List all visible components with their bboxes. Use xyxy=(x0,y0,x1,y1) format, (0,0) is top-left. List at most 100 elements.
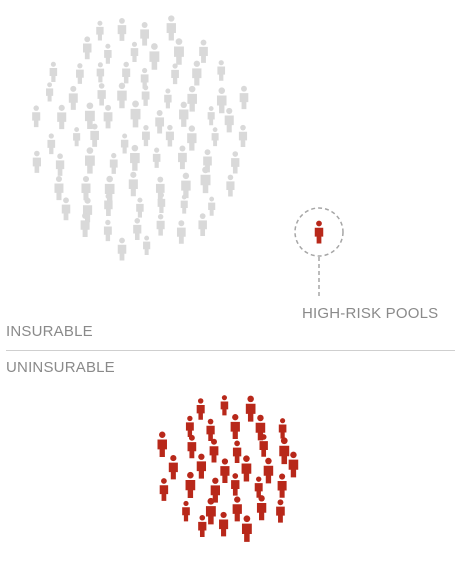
insurable-person-icon xyxy=(140,22,150,46)
uninsurable-person-icon xyxy=(196,398,205,420)
uninsurable-person-icon xyxy=(256,495,267,521)
uninsurable-person-icon xyxy=(278,418,287,439)
high-risk-pools-label: HIGH-RISK POOLS xyxy=(302,305,439,322)
insurable-person-icon xyxy=(49,61,58,82)
insurable-person-icon xyxy=(226,174,235,197)
insurability-divider xyxy=(6,350,455,351)
insurable-person-icon xyxy=(208,196,216,216)
uninsurable-person-icon xyxy=(254,476,263,498)
uninsurable-crowd xyxy=(157,395,299,542)
insurable-crowd xyxy=(32,15,249,261)
high-risk-person xyxy=(314,220,324,244)
insurable-person-icon xyxy=(224,107,234,133)
insurable-person-icon xyxy=(120,133,129,154)
insurable-label: INSURABLE xyxy=(6,323,93,340)
insurable-person-icon xyxy=(181,172,191,199)
uninsurable-person-icon xyxy=(198,514,207,538)
insurable-person-icon xyxy=(198,213,207,237)
insurable-person-icon xyxy=(187,85,197,112)
uninsurable-person-icon xyxy=(276,499,285,523)
uninsurable-person-icon xyxy=(288,451,299,478)
insurable-person-icon xyxy=(117,82,127,109)
insurable-person-icon xyxy=(128,171,138,197)
insurable-person-icon xyxy=(85,147,95,174)
insurable-person-icon xyxy=(68,85,78,110)
uninsurable-person-icon xyxy=(230,414,240,439)
insurable-person-icon xyxy=(130,41,139,63)
insurable-person-icon xyxy=(117,18,127,41)
insurable-person-icon xyxy=(81,175,91,201)
uninsurable-person-icon xyxy=(279,437,290,465)
insurable-person-icon xyxy=(166,15,176,41)
insurable-person-icon xyxy=(211,127,219,147)
insurable-person-icon xyxy=(122,61,131,84)
insurable-person-icon xyxy=(143,235,151,255)
uninsurable-person-icon xyxy=(231,473,240,496)
insurable-person-icon xyxy=(103,104,113,129)
insurable-person-icon xyxy=(217,60,226,81)
insurable-person-icon xyxy=(178,145,187,170)
insurable-person-icon xyxy=(130,100,141,128)
insurable-person-icon xyxy=(32,150,41,173)
insurable-person-icon xyxy=(176,220,186,244)
uninsurable-person-icon xyxy=(206,418,215,441)
insurable-person-icon xyxy=(155,109,165,134)
insurable-person-icon xyxy=(47,133,56,155)
insurable-person-icon xyxy=(97,83,106,106)
insurable-person-icon xyxy=(76,63,84,84)
uninsurable-person-icon xyxy=(209,438,219,463)
insurable-person-icon xyxy=(133,218,142,241)
uninsurable-person-icon xyxy=(232,496,242,522)
insurable-person-icon xyxy=(46,82,54,102)
uninsurable-person-icon xyxy=(220,395,229,416)
insurable-person-icon xyxy=(57,104,67,130)
insurable-person-icon xyxy=(73,127,81,147)
insurable-person-icon xyxy=(149,43,160,70)
uninsurable-person-icon xyxy=(241,515,252,542)
uninsurable-person-icon xyxy=(219,511,229,537)
uninsurable-person-icon xyxy=(182,500,190,522)
insurable-person-icon xyxy=(239,85,249,110)
insurable-person-icon xyxy=(238,124,248,147)
insurable-person-icon xyxy=(54,175,64,201)
insurable-person-icon xyxy=(136,197,144,218)
insurable-person-icon xyxy=(152,147,161,168)
uninsurable-person-icon xyxy=(168,455,178,480)
insurable-person-icon xyxy=(207,106,215,126)
insurable-person-icon xyxy=(187,125,197,151)
insurable-person-icon xyxy=(55,153,65,176)
insurable-person-icon xyxy=(117,237,127,261)
insurable-person-icon xyxy=(96,20,104,41)
uninsurable-person-icon xyxy=(185,415,194,437)
uninsurable-person-icon xyxy=(159,478,169,501)
high-risk-pool-ring xyxy=(294,207,344,257)
insurable-person-icon xyxy=(164,88,172,109)
insurable-person-icon xyxy=(104,43,112,64)
insurable-person-icon xyxy=(192,60,202,86)
uninsurable-label: UNINSURABLE xyxy=(6,359,115,376)
insurable-person-icon xyxy=(231,151,240,174)
insurable-person-icon xyxy=(61,197,71,221)
uninsurable-person-icon xyxy=(241,455,252,482)
uninsurable-person-icon xyxy=(157,431,167,457)
insurable-person-icon xyxy=(32,105,41,128)
uninsurable-person-icon xyxy=(263,457,274,484)
uninsurable-person-icon xyxy=(245,395,256,422)
uninsurable-person-icon xyxy=(185,471,196,498)
insurable-person-icon xyxy=(156,214,165,236)
uninsurable-person-icon xyxy=(232,440,242,464)
insurable-person-icon xyxy=(216,87,227,114)
insurable-person-icon xyxy=(179,101,189,127)
insurable-person-icon xyxy=(103,219,112,242)
insurable-person-icon xyxy=(174,38,184,65)
insurable-person-icon xyxy=(142,125,150,147)
uninsurable-person-icon xyxy=(187,434,197,459)
high-risk-person-icon xyxy=(314,220,324,244)
insurable-person-icon xyxy=(171,63,179,85)
insurable-person-icon xyxy=(83,36,92,60)
insurable-person-icon xyxy=(199,39,208,63)
insurable-person-icon xyxy=(109,152,118,174)
uninsurable-person-icon xyxy=(196,453,207,479)
uninsurable-person-icon xyxy=(277,473,287,498)
